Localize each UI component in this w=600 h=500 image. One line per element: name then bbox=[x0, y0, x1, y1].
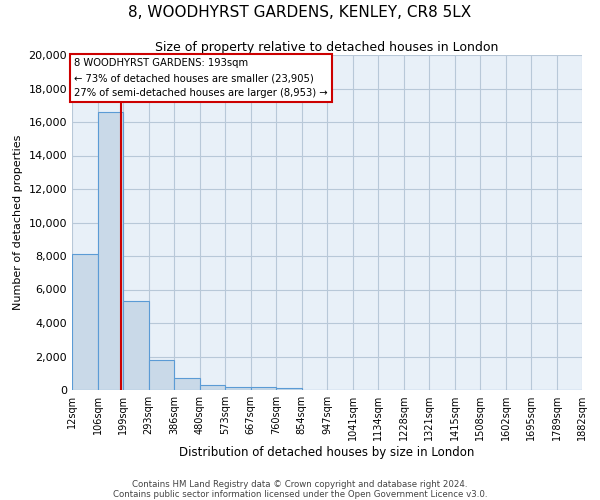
Bar bbox=[98, 112, 123, 390]
Text: 8, WOODHYRST GARDENS, KENLEY, CR8 5LX: 8, WOODHYRST GARDENS, KENLEY, CR8 5LX bbox=[128, 5, 472, 20]
Bar bbox=[174, 378, 200, 390]
Bar bbox=[200, 385, 225, 390]
Bar bbox=[225, 386, 251, 390]
Text: 8 WOODHYRST GARDENS: 193sqm
← 73% of detached houses are smaller (23,905)
27% of: 8 WOODHYRST GARDENS: 193sqm ← 73% of det… bbox=[74, 58, 328, 98]
Bar bbox=[251, 388, 276, 390]
Bar bbox=[149, 360, 174, 390]
Bar bbox=[72, 254, 98, 390]
Bar bbox=[276, 388, 302, 390]
Text: Contains HM Land Registry data © Crown copyright and database right 2024.
Contai: Contains HM Land Registry data © Crown c… bbox=[113, 480, 487, 499]
X-axis label: Distribution of detached houses by size in London: Distribution of detached houses by size … bbox=[179, 446, 475, 459]
Y-axis label: Number of detached properties: Number of detached properties bbox=[13, 135, 23, 310]
Title: Size of property relative to detached houses in London: Size of property relative to detached ho… bbox=[155, 41, 499, 54]
Bar bbox=[123, 301, 149, 390]
